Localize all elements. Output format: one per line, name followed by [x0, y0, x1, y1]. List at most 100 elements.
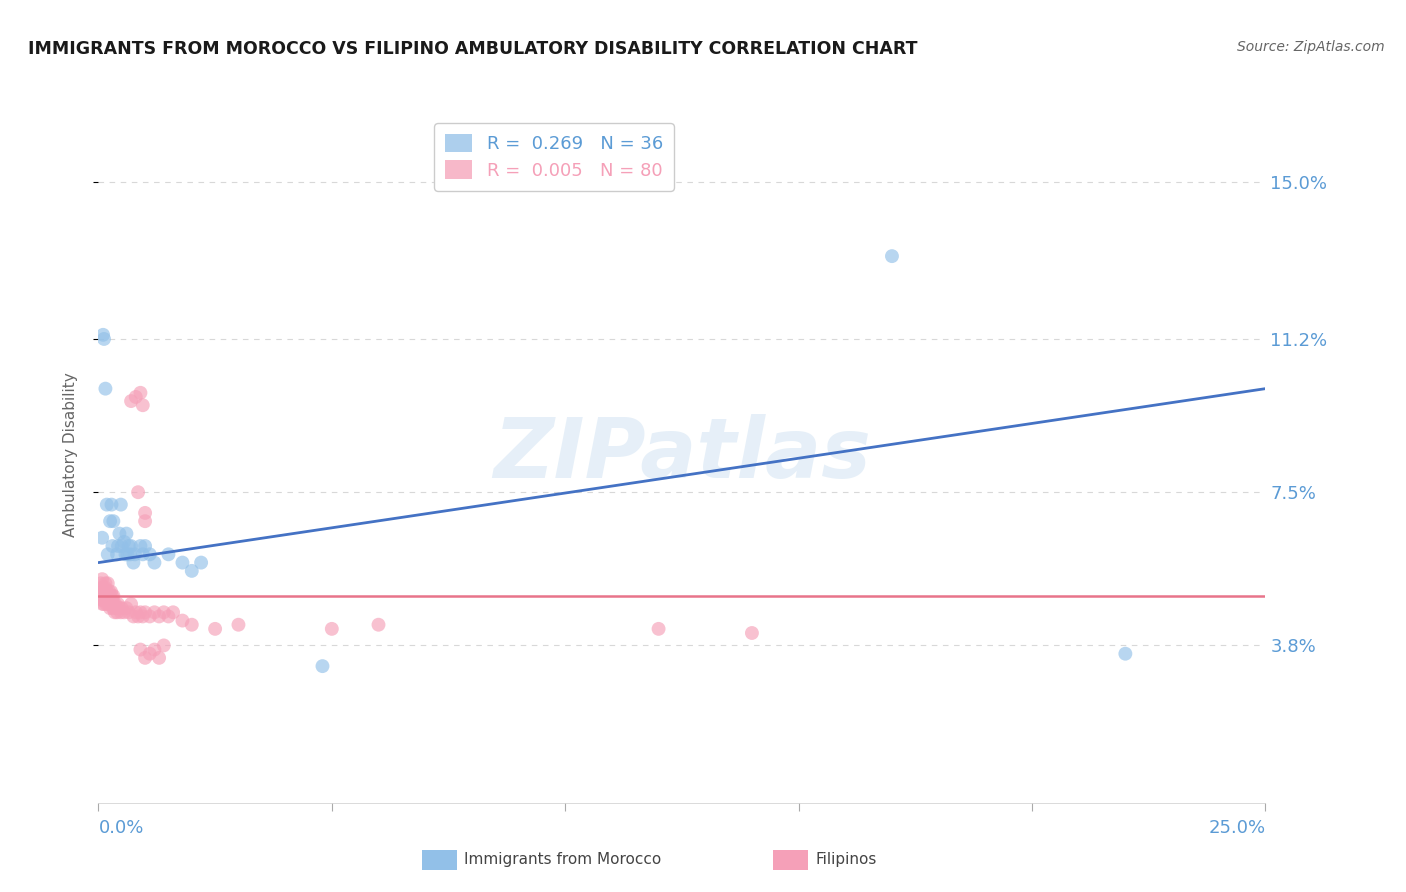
Point — [98, 601, 121, 615]
Point — [98, 592, 121, 607]
Legend: R =  0.269   N = 36, R =  0.005   N = 80: R = 0.269 N = 36, R = 0.005 N = 80 — [434, 123, 673, 191]
Point — [115, 526, 138, 541]
Text: Filipinos: Filipinos — [815, 853, 877, 867]
Point — [90, 584, 112, 599]
Point — [228, 617, 250, 632]
Point — [180, 617, 202, 632]
Point — [367, 617, 389, 632]
Point — [100, 584, 122, 599]
Point — [120, 547, 142, 561]
Point — [107, 597, 129, 611]
Point — [741, 626, 763, 640]
Point — [91, 581, 114, 595]
Point — [120, 597, 142, 611]
Point — [101, 589, 124, 603]
Point — [157, 547, 180, 561]
Point — [93, 332, 115, 346]
Point — [93, 592, 115, 607]
Point — [100, 592, 122, 607]
Point — [129, 642, 152, 657]
Point — [143, 556, 166, 570]
Point — [94, 592, 117, 607]
Point — [98, 584, 121, 599]
Point — [172, 614, 194, 628]
Point — [105, 547, 128, 561]
Point — [152, 639, 174, 653]
Point — [132, 609, 155, 624]
Point — [125, 390, 148, 404]
Point — [204, 622, 226, 636]
Point — [114, 547, 136, 561]
Point — [97, 589, 120, 603]
Point — [91, 597, 114, 611]
Point — [91, 592, 114, 607]
Point — [111, 539, 134, 553]
Point — [110, 498, 132, 512]
Point — [647, 622, 669, 636]
Point — [93, 584, 115, 599]
Point — [100, 498, 122, 512]
Point — [108, 526, 131, 541]
Point — [118, 539, 141, 553]
Point — [91, 531, 114, 545]
Point — [134, 506, 156, 520]
Point — [129, 539, 152, 553]
Text: ZIPatlas: ZIPatlas — [494, 415, 870, 495]
Point — [125, 605, 148, 619]
Point — [129, 605, 152, 619]
Point — [107, 539, 129, 553]
Point — [880, 249, 903, 263]
Point — [132, 547, 155, 561]
Point — [180, 564, 202, 578]
Point — [134, 651, 156, 665]
Point — [98, 589, 121, 603]
Point — [127, 609, 149, 624]
Point — [94, 382, 117, 396]
Point — [139, 647, 162, 661]
Point — [93, 589, 115, 603]
Point — [172, 556, 194, 570]
Point — [122, 556, 145, 570]
Point — [105, 601, 128, 615]
Point — [143, 642, 166, 657]
Point — [94, 576, 117, 591]
Point — [148, 651, 170, 665]
Point — [96, 592, 118, 607]
Point — [311, 659, 333, 673]
Point — [96, 498, 118, 512]
Point — [96, 597, 118, 611]
Point — [122, 609, 145, 624]
Point — [108, 601, 131, 615]
Point — [110, 605, 132, 619]
Point — [94, 581, 117, 595]
Point — [134, 539, 156, 553]
Point — [120, 539, 142, 553]
Point — [97, 589, 120, 603]
Point — [93, 584, 115, 599]
Text: Source: ZipAtlas.com: Source: ZipAtlas.com — [1237, 40, 1385, 54]
Point — [91, 572, 114, 586]
Point — [132, 398, 155, 412]
Point — [162, 605, 184, 619]
Point — [97, 597, 120, 611]
Point — [112, 605, 135, 619]
Point — [103, 597, 125, 611]
Point — [104, 605, 127, 619]
Point — [101, 601, 124, 615]
Point — [111, 601, 134, 615]
Point — [94, 589, 117, 603]
Point — [101, 539, 124, 553]
Point — [105, 605, 128, 619]
Point — [120, 394, 142, 409]
Point — [129, 385, 152, 400]
Point — [103, 514, 125, 528]
Point — [134, 605, 156, 619]
Point — [91, 327, 114, 342]
Point — [321, 622, 343, 636]
Point — [127, 485, 149, 500]
Text: IMMIGRANTS FROM MOROCCO VS FILIPINO AMBULATORY DISABILITY CORRELATION CHART: IMMIGRANTS FROM MOROCCO VS FILIPINO AMBU… — [28, 40, 918, 58]
Text: 0.0%: 0.0% — [98, 820, 143, 838]
Point — [115, 601, 138, 615]
Point — [93, 597, 115, 611]
Point — [90, 576, 112, 591]
